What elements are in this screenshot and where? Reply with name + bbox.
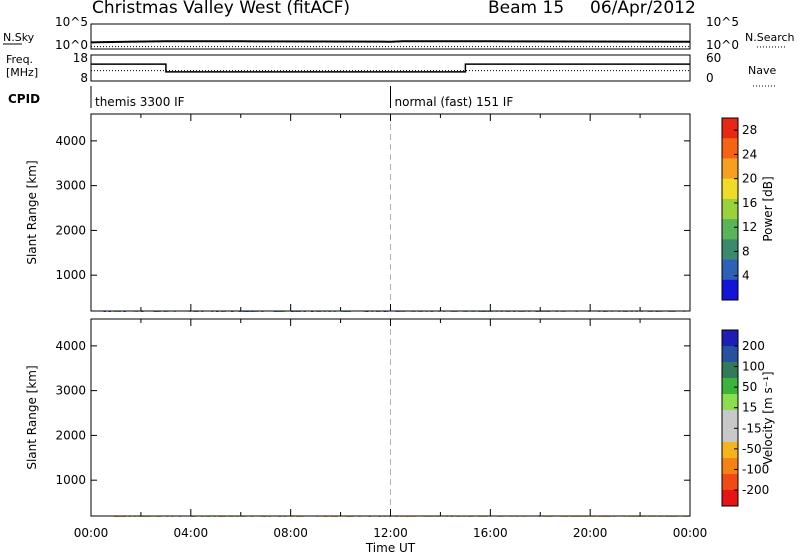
noise-left-label: N.Sky [3, 31, 35, 44]
noise-series-0 [90, 40, 691, 44]
frequency-left-label-1: Freq. [6, 53, 33, 66]
cpid-label: CPID [8, 92, 40, 106]
noise-right-label: N.Search [745, 31, 795, 44]
frequency-left-label-2: [MHz] [6, 66, 38, 79]
power-ytick-label: 4000 [55, 134, 86, 148]
noise-left-tick-bottom: 10^0 [55, 38, 88, 52]
date-label: 06/Apr/2012 [590, 0, 696, 18]
noise-right-tick-top: 10^5 [706, 15, 739, 29]
beam-label: Beam 15 [488, 0, 565, 18]
noise-left-tick-top: 10^5 [55, 15, 88, 29]
power-ytick-label: 2000 [55, 223, 86, 237]
noise-panel-frame [90, 23, 691, 50]
power-ylabel: Slant Range [km] [25, 160, 39, 264]
power-ytick-label: 1000 [55, 268, 86, 282]
power-background [91, 114, 690, 311]
frequency-left-tick-top: 18 [73, 51, 88, 65]
frequency-series-0 [91, 63, 690, 73]
frequency-right-label: Nave [748, 64, 776, 77]
frequency-left-tick-bottom: 8 [80, 71, 88, 85]
frequency-right-tick-top: 60 [706, 51, 721, 65]
cpid-segment-0: themis 3300 IF [95, 95, 185, 109]
cpid-segment-1: normal (fast) 151 IF [395, 95, 514, 109]
power-ytick-label: 3000 [55, 179, 86, 193]
chart-title: Christmas Valley West (fitACF) [92, 0, 351, 18]
frequency-right-tick-bottom: 0 [706, 71, 714, 85]
noise-right-tick-bottom: 10^0 [706, 38, 739, 52]
frequency-panel-frame [90, 54, 691, 82]
